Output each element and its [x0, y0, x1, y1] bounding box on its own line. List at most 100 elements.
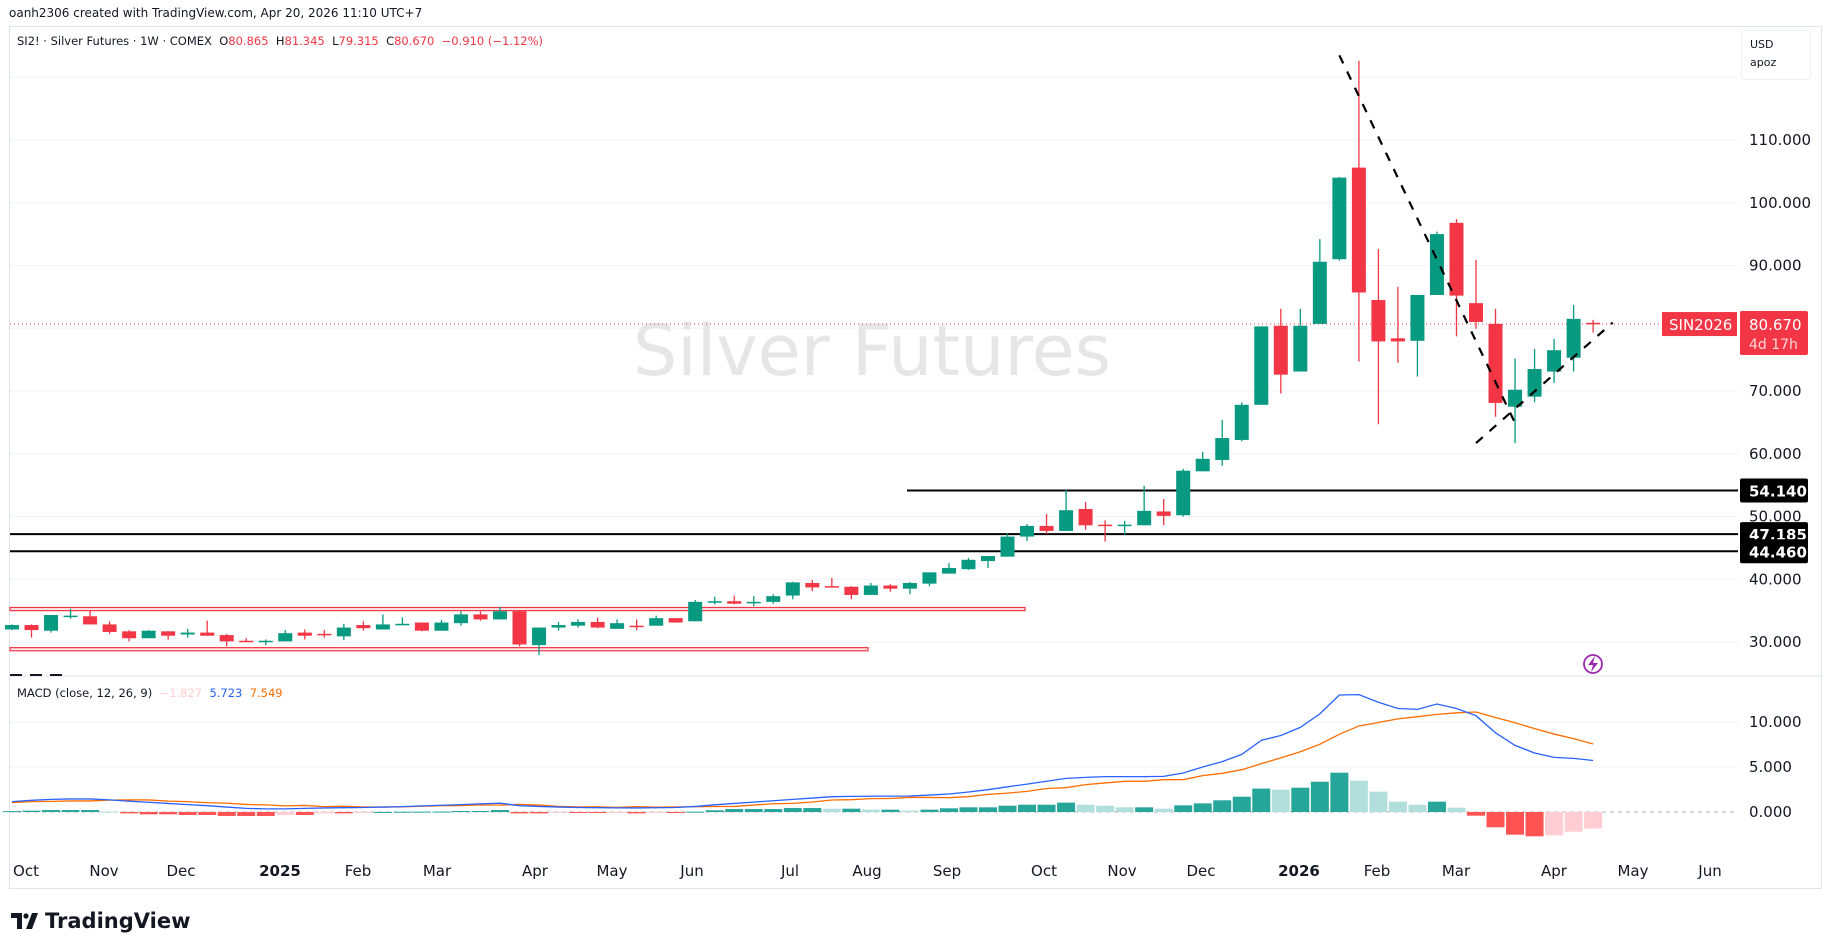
candle-body [688, 601, 703, 622]
low-value: 79.315 [338, 34, 379, 48]
candle-body [1429, 234, 1444, 295]
macd-histogram-bar [1213, 800, 1232, 812]
candle-body [863, 585, 878, 595]
candle-body [1254, 326, 1269, 405]
high-value: 81.345 [284, 34, 325, 48]
close-label: C [386, 34, 395, 48]
macd-histogram-bar [100, 811, 119, 813]
candle-body [219, 635, 234, 642]
macd-histogram-bar [1584, 812, 1603, 829]
macd-histogram-bar [61, 810, 80, 812]
candle-body [1332, 177, 1347, 260]
candle-body [1273, 325, 1288, 375]
candle-body [1547, 350, 1562, 372]
macd-histogram-bar [1427, 801, 1446, 812]
candle-body [551, 625, 566, 628]
macd-histogram-bar [1349, 780, 1368, 812]
candle-body [1371, 300, 1386, 342]
candle-body [473, 614, 488, 620]
price-axis-label: 50.000 [1749, 508, 1802, 526]
price-axis-label: 60.000 [1749, 445, 1802, 463]
candle-body [1508, 389, 1523, 407]
macd-histogram-bar [42, 810, 61, 812]
macd-histogram-bar [3, 811, 21, 813]
level-price-tag [1740, 478, 1808, 503]
macd-histogram-bar [81, 810, 100, 812]
macd-histogram-bar [178, 812, 197, 815]
candle-body [727, 601, 742, 604]
time-axis-label: Jul [780, 862, 799, 880]
candle-body [844, 586, 859, 595]
candle-body [1449, 222, 1464, 296]
time-axis-label: Oct [1031, 862, 1057, 880]
candle-body [922, 572, 937, 584]
candle-body [1293, 325, 1308, 372]
macd-histogram-bar [979, 807, 997, 812]
candle-body [356, 625, 371, 629]
macd-histogram-bar [686, 811, 705, 813]
price-axis-label: 40.000 [1749, 570, 1802, 588]
macd-histogram-bar [1564, 812, 1583, 832]
price-axis-label: 70.000 [1749, 382, 1802, 400]
macd-histogram-bar [1467, 812, 1485, 816]
macd-histogram-bar [471, 811, 490, 813]
macd-histogram-bar [491, 810, 509, 812]
time-axis-label: Dec [1186, 862, 1215, 880]
symbol-name[interactable]: SI2! · Silver Futures · 1W · COMEX [17, 34, 212, 48]
currency-unit-selector[interactable]: USD apoz [1741, 30, 1811, 80]
macd-histogram-bar [705, 810, 724, 812]
macd-histogram-bar [588, 812, 607, 813]
macd-axis-label: 10.000 [1749, 713, 1802, 731]
watermark: Silver Futures [633, 310, 1111, 392]
macd-histogram-bar [334, 812, 353, 814]
macd-axis-label: 0.000 [1749, 803, 1792, 821]
macd-histogram-bar [1291, 787, 1310, 812]
macd-histogram-bar [939, 808, 958, 812]
lightning-icon[interactable] [1583, 654, 1603, 674]
price-axis-label: 30.000 [1749, 633, 1802, 651]
tradingview-logo-icon [11, 913, 38, 929]
candle-body [434, 622, 449, 631]
candle-body [824, 586, 839, 588]
level-price-tag [1740, 539, 1808, 564]
macd-legend: MACD (close, 12, 26, 9) −1.827 5.723 7.5… [17, 686, 283, 700]
macd-histogram-bar [1174, 805, 1193, 812]
candle-body [571, 621, 586, 626]
time-axis-label: 2025 [259, 862, 301, 880]
macd-histogram-bar [803, 808, 822, 812]
macd-histogram-bar [666, 812, 685, 813]
macd-histogram-bar [1525, 812, 1544, 837]
macd-histogram-bar [1486, 812, 1505, 828]
bar-countdown-label: 4d 17h [1749, 337, 1798, 353]
account-label: apoz [1750, 56, 1777, 69]
candle-body [1137, 510, 1152, 526]
macd-histogram-bar [256, 812, 275, 816]
macd-line [11, 693, 1594, 810]
candle-body [941, 567, 956, 574]
macd-histogram-bar [881, 809, 900, 812]
candle-body [1039, 525, 1054, 531]
price-axis-label: 110.000 [1749, 131, 1811, 149]
time-axis-label: Jun [1697, 862, 1721, 880]
macd-histogram-bar [198, 812, 217, 815]
macd-histogram-bar [1271, 789, 1290, 812]
macd-histogram-bar [159, 812, 178, 815]
macd-histogram-bar [217, 812, 236, 816]
candle-body [902, 583, 917, 589]
macd-histogram-bar [1330, 772, 1349, 812]
candle-body [668, 618, 683, 623]
candle-body [1215, 438, 1230, 461]
tradingview-logo[interactable]: TradingView [11, 909, 190, 933]
last-price-label: 80.670 [1749, 316, 1802, 334]
candle-body [1156, 511, 1171, 516]
macd-histogram-bar [1369, 791, 1388, 812]
macd-histogram-bar [1408, 804, 1427, 812]
trendline-dashed [1475, 321, 1614, 444]
macd-histogram-bar [1252, 788, 1271, 812]
macd-histogram-bar [412, 811, 431, 813]
candle-body [1195, 458, 1210, 472]
macd-title[interactable]: MACD (close, 12, 26, 9) [17, 686, 153, 700]
macd-histogram-bar [1154, 808, 1173, 812]
time-axis-label: Mar [1442, 862, 1471, 880]
